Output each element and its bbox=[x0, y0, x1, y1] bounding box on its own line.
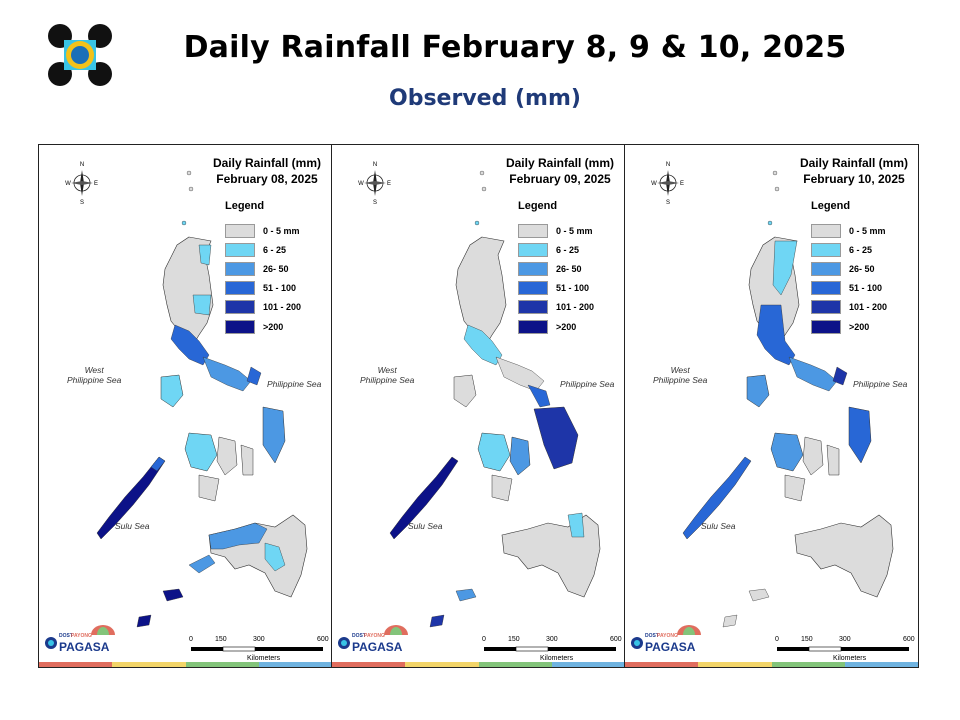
svg-text:N: N bbox=[80, 162, 84, 168]
map-panel-feb-09: N W E S Daily Rainfall (mm) February 09,… bbox=[332, 145, 625, 667]
rainfall-map bbox=[389, 170, 601, 628]
legend-item: 26- 50 bbox=[225, 259, 301, 278]
svg-text:S: S bbox=[373, 200, 377, 205]
west-philippine-sea-label: West Philippine Sea bbox=[67, 365, 122, 385]
panel-title: Daily Rainfall (mm) February 08, 2025 bbox=[212, 156, 321, 186]
svg-text:DOST: DOST bbox=[59, 633, 73, 639]
legend-title: Legend bbox=[811, 200, 851, 212]
legend-item: 6 - 25 bbox=[811, 240, 887, 259]
svg-text:PAGASA: PAGASA bbox=[645, 640, 696, 654]
dost-logo bbox=[46, 22, 114, 88]
legend-item: 101 - 200 bbox=[225, 298, 301, 317]
legend-item: >200 bbox=[225, 317, 301, 336]
rainfall-map bbox=[682, 170, 894, 628]
svg-text:DOST: DOST bbox=[352, 633, 366, 639]
scale-bar: 0 150 300 600 Kilometers bbox=[482, 636, 622, 662]
panel-title: Daily Rainfall (mm) February 09, 2025 bbox=[505, 156, 614, 186]
svg-text:S: S bbox=[666, 200, 670, 205]
legend-item: 26- 50 bbox=[518, 259, 594, 278]
page-subtitle: Observed (mm) bbox=[389, 86, 581, 111]
sulu-sea-label: Sulu Sea bbox=[115, 521, 150, 531]
svg-text:N: N bbox=[666, 162, 670, 168]
scale-bar: 0 150 300 600 Kilometers bbox=[775, 636, 915, 662]
philippine-sea-label: Philippine Sea bbox=[853, 379, 908, 389]
legend: 0 - 5 mm 6 - 25 26- 50 51 - 100 101 - 20… bbox=[811, 221, 887, 336]
svg-text:E: E bbox=[387, 181, 391, 187]
map-panel-feb-10: N W E S Daily Rainfall (mm) February 10,… bbox=[625, 145, 918, 667]
rainfall-map bbox=[96, 170, 308, 628]
legend-item: 101 - 200 bbox=[811, 298, 887, 317]
legend-item: 6 - 25 bbox=[518, 240, 594, 259]
page-title: Daily Rainfall February 8, 9 & 10, 2025 bbox=[183, 30, 847, 65]
compass-rose-icon: N W E S bbox=[651, 159, 685, 206]
svg-text:PAYONG: PAYONG bbox=[71, 633, 92, 639]
pagasa-logo: DOST PAYONG PAGASA bbox=[43, 625, 118, 659]
sulu-sea-label: Sulu Sea bbox=[701, 521, 736, 531]
color-band bbox=[332, 662, 624, 667]
compass-rose-icon: N W E S bbox=[358, 159, 392, 206]
west-philippine-sea-label: West Philippine Sea bbox=[653, 365, 708, 385]
legend-item: 26- 50 bbox=[811, 259, 887, 278]
color-band bbox=[625, 662, 918, 667]
svg-text:PAGASA: PAGASA bbox=[59, 640, 110, 654]
legend: 0 - 5 mm 6 - 25 26- 50 51 - 100 101 - 20… bbox=[225, 221, 301, 336]
svg-text:PAYONG: PAYONG bbox=[364, 633, 385, 639]
panel-title: Daily Rainfall (mm) February 10, 2025 bbox=[799, 156, 908, 186]
svg-text:S: S bbox=[80, 200, 84, 205]
legend-item: 51 - 100 bbox=[811, 279, 887, 298]
legend-item: 51 - 100 bbox=[225, 279, 301, 298]
map-panels: N W E S Daily Rainfall (mm) February 08,… bbox=[38, 144, 919, 668]
svg-text:E: E bbox=[94, 181, 98, 187]
scale-bar: 0 150 300 600 Kilometers bbox=[189, 636, 329, 662]
sulu-sea-label: Sulu Sea bbox=[408, 521, 443, 531]
legend-item: 0 - 5 mm bbox=[225, 221, 301, 240]
map-panel-feb-08: N W E S Daily Rainfall (mm) February 08,… bbox=[39, 145, 332, 667]
legend-title: Legend bbox=[225, 200, 265, 212]
compass-rose-icon: N W E S bbox=[65, 159, 99, 206]
legend-item: >200 bbox=[811, 317, 887, 336]
svg-text:W: W bbox=[65, 181, 71, 187]
svg-text:PAYONG: PAYONG bbox=[657, 633, 678, 639]
svg-text:W: W bbox=[358, 181, 364, 187]
legend-item: 6 - 25 bbox=[225, 240, 301, 259]
legend-item: 0 - 5 mm bbox=[518, 221, 594, 240]
svg-text:PAGASA: PAGASA bbox=[352, 640, 403, 654]
legend-item: 51 - 100 bbox=[518, 279, 594, 298]
pagasa-logo: DOST PAYONG PAGASA bbox=[629, 625, 704, 659]
legend-item: >200 bbox=[518, 317, 594, 336]
svg-text:E: E bbox=[680, 181, 684, 187]
west-philippine-sea-label: West Philippine Sea bbox=[360, 365, 415, 385]
legend-item: 0 - 5 mm bbox=[811, 221, 887, 240]
color-band bbox=[39, 662, 331, 667]
philippine-sea-label: Philippine Sea bbox=[560, 379, 615, 389]
legend-item: 101 - 200 bbox=[518, 298, 594, 317]
svg-text:W: W bbox=[651, 181, 657, 187]
legend-title: Legend bbox=[518, 200, 558, 212]
legend: 0 - 5 mm 6 - 25 26- 50 51 - 100 101 - 20… bbox=[518, 221, 594, 336]
pagasa-logo: DOST PAYONG PAGASA bbox=[336, 625, 411, 659]
svg-text:DOST: DOST bbox=[645, 633, 659, 639]
philippine-sea-label: Philippine Sea bbox=[267, 379, 322, 389]
svg-text:N: N bbox=[373, 162, 377, 168]
